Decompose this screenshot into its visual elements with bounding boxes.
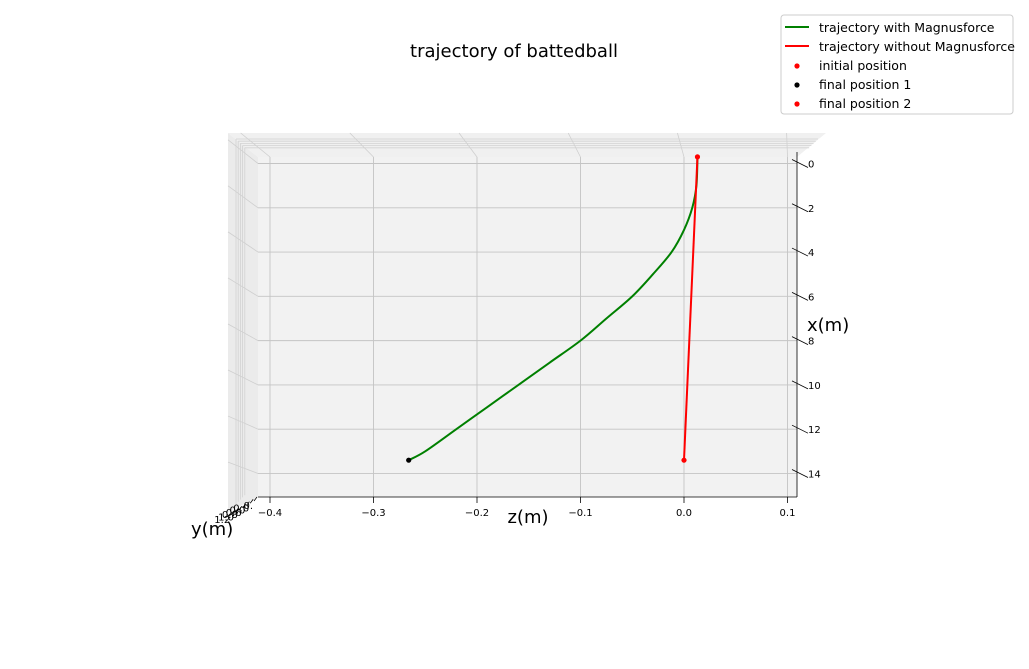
axis-panes	[228, 133, 826, 512]
z-tick-label-1: −0.3	[361, 508, 385, 519]
series-point-2-0	[694, 154, 701, 160]
legend-swatch-4	[794, 101, 800, 107]
y-tick-0	[253, 496, 258, 502]
legend-swatch-3	[794, 82, 800, 88]
z-tick-label-3: −0.1	[568, 508, 592, 519]
back-pane	[258, 157, 797, 497]
series-line-0	[408, 156, 699, 462]
y-tick-6	[230, 510, 235, 516]
top-depth-line-5	[786, 132, 788, 158]
y-tick-4	[238, 505, 243, 511]
z-tick-label-5: 0.1	[780, 508, 796, 519]
x-tick-label-3: 6	[808, 292, 814, 303]
chart-title: trajectory of battedball	[410, 41, 618, 62]
x-tick-label-1: 2	[808, 204, 814, 215]
x-tick-label-2: 4	[808, 248, 814, 259]
top-depth-line-3	[567, 132, 581, 158]
y-tick-label-3: 0.6	[226, 508, 242, 519]
x-tick-6	[791, 424, 809, 434]
top-depth-line-4	[677, 132, 685, 158]
z-tick-label-4: 0.0	[676, 508, 692, 519]
series-point-4-0	[681, 457, 687, 463]
x-axis-ticks: 0 2 4 6 8 10 12 14	[791, 159, 821, 480]
y-tick-5	[234, 508, 239, 513]
y-tick-label-6: 1.2	[214, 515, 230, 526]
y-tick-label-4: 0.8	[222, 510, 238, 521]
top-depth-line-0	[240, 132, 271, 158]
y-tick-1	[249, 499, 254, 504]
x-tick-label-7: 14	[808, 469, 821, 480]
series-line-1	[683, 156, 699, 461]
gridlines	[258, 157, 797, 497]
top-depth-line-2	[458, 132, 478, 158]
series-point-3-0	[406, 457, 412, 463]
legend-label-4: final position 2	[819, 96, 911, 111]
axis-frame	[258, 152, 798, 498]
x-tick-0	[791, 159, 809, 168]
depth-lines	[227, 132, 818, 504]
x-tick-3	[791, 291, 809, 301]
y-tick-label-5: 1.0	[218, 513, 234, 524]
z-tick-label-2: −0.2	[465, 508, 489, 519]
y-tick-label-1: 0.0	[233, 503, 249, 514]
legend-label-3: final position 1	[819, 77, 911, 92]
y-tick-label-0: 0.	[243, 501, 253, 512]
top-depth-line-1	[349, 132, 374, 158]
y-tick-3	[242, 503, 246, 509]
y-axis-ticks: 0.0.00.00.60.81.01.2	[214, 496, 258, 526]
x-tick-5	[791, 380, 809, 390]
y-tick-2	[246, 501, 250, 506]
y-axis-label: y(m)	[191, 519, 233, 540]
x-tick-7	[791, 469, 809, 478]
x-tick-label-4: 8	[808, 337, 814, 348]
y-tick-label-2: 0.0	[229, 506, 245, 517]
legend-swatch-2	[794, 63, 800, 69]
z-tick-label-0: −0.4	[258, 508, 282, 519]
x-tick-2	[791, 247, 809, 257]
x-axis-label: x(m)	[807, 315, 849, 336]
x-tick-label-5: 10	[808, 381, 821, 392]
legend-label-2: initial position	[819, 58, 907, 73]
x-tick-label-6: 12	[808, 425, 821, 436]
x-tick-label-0: 0	[808, 160, 814, 171]
series-layer	[406, 154, 701, 463]
x-tick-1	[791, 203, 809, 213]
legend-box	[780, 14, 1014, 115]
x-tick-4	[791, 336, 809, 345]
z-axis-label: z(m)	[507, 507, 548, 528]
legend-label-1: trajectory without Magnusforce	[819, 39, 1015, 54]
legend-label-0: trajectory with Magnusforce	[819, 20, 995, 35]
top-pane	[228, 133, 826, 157]
legend: trajectory with Magnusforce trajectory wi…	[780, 14, 1015, 115]
z-axis-ticks: −0.4 −0.3 −0.2 −0.1 0.0 0.1	[258, 497, 796, 519]
